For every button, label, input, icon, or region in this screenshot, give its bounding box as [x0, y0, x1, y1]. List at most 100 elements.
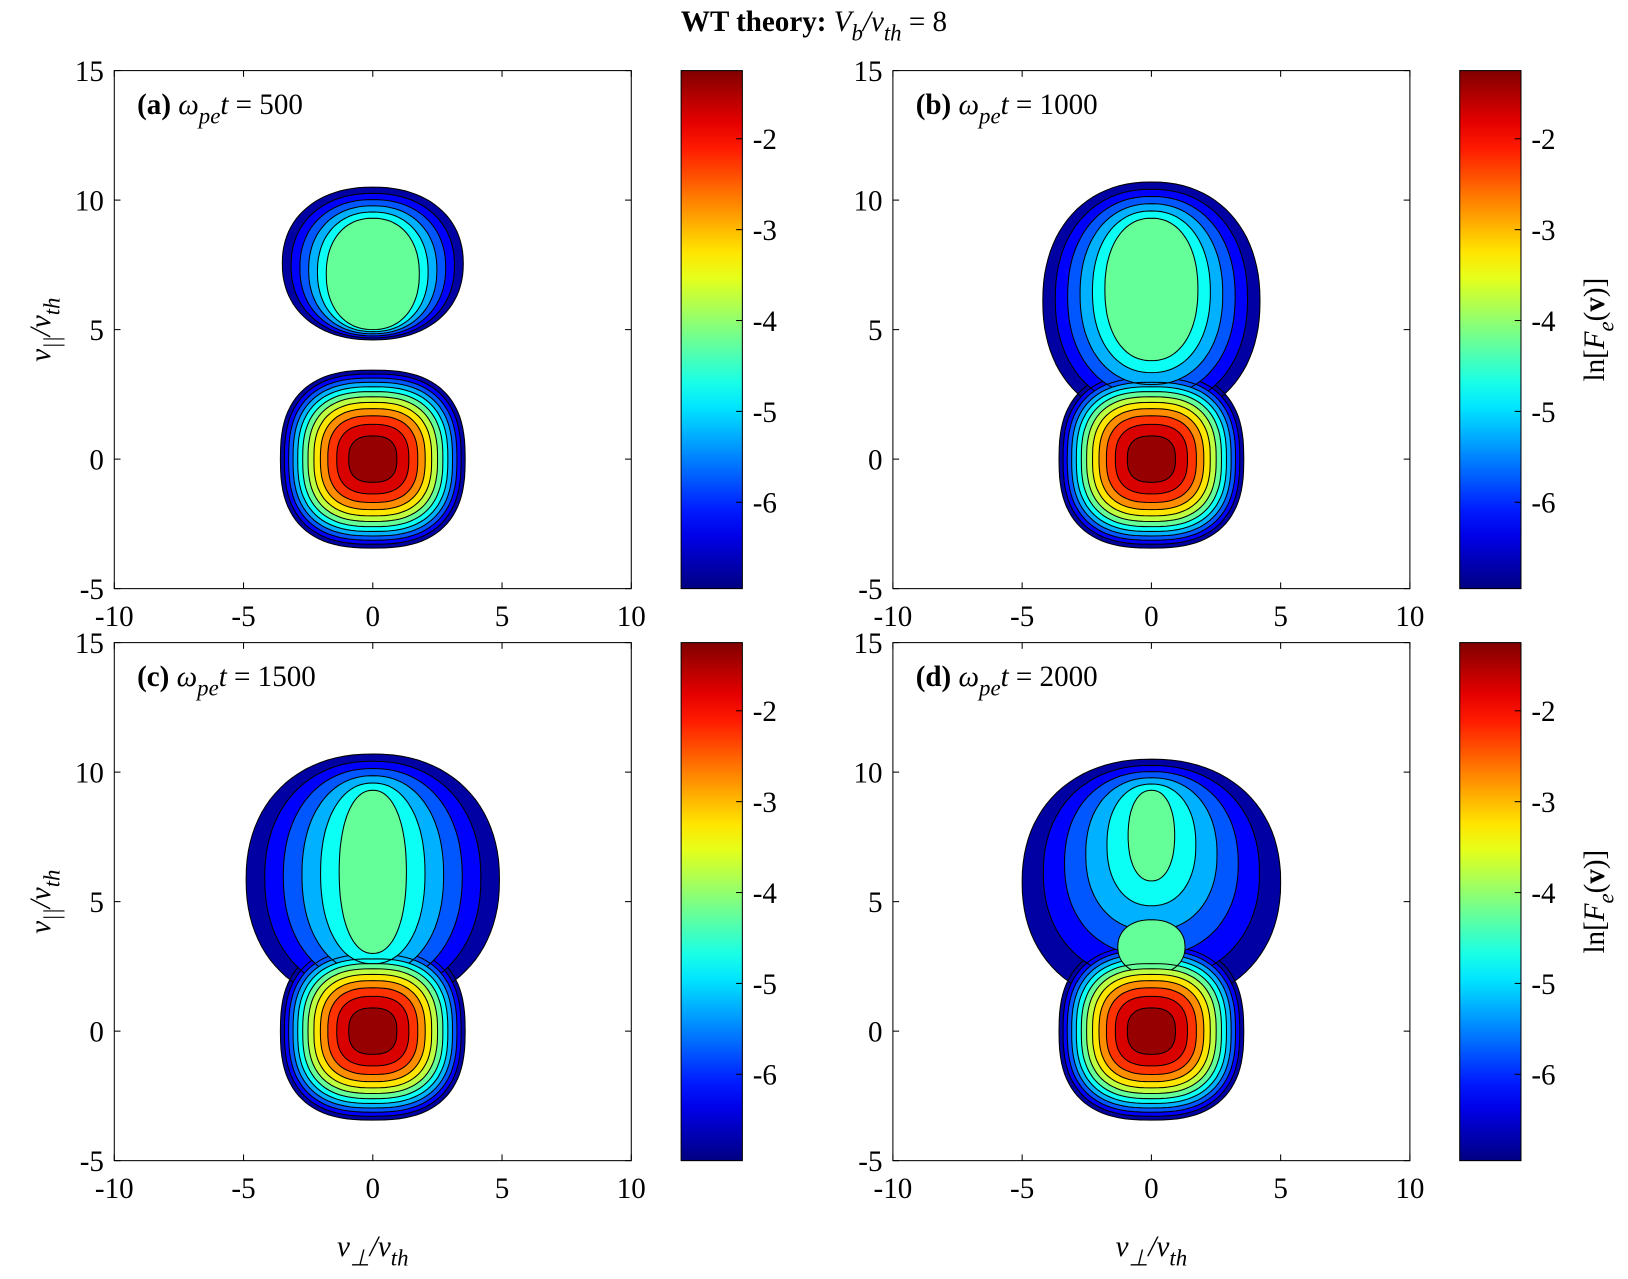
x-tick-label: -5	[231, 1173, 255, 1205]
colorbar-tick-label: -3	[753, 215, 777, 247]
panel-label: (c) ωpet = 1500	[137, 661, 316, 700]
x-tick-label: 5	[495, 1173, 510, 1205]
panel-label: (b) ωpet = 1000	[916, 89, 1098, 128]
y-axis-label: v||/vth	[25, 870, 64, 934]
colorbar	[680, 642, 743, 1162]
y-tick-label: -5	[80, 1146, 104, 1178]
text-segment: = 2000	[1009, 661, 1098, 693]
text-segment: )]	[1579, 278, 1611, 297]
contour-region	[348, 435, 398, 483]
colorbar-tick-label: -3	[1531, 787, 1555, 819]
x-tick-label: -5	[1010, 1173, 1034, 1205]
colorbar-tick-label: -5	[753, 397, 777, 429]
colorbar-tick-label: -6	[753, 488, 777, 520]
y-tick-label: 0	[868, 445, 883, 477]
text-segment: ||	[39, 336, 64, 349]
x-tick-label: -5	[1010, 601, 1034, 633]
y-tick-label: 0	[89, 1017, 104, 1049]
text-segment: v	[337, 1231, 350, 1263]
colorbar	[680, 70, 743, 590]
text-segment: /v	[861, 6, 884, 38]
colorbar-tick-label: -6	[1531, 488, 1555, 520]
x-tick-label: 0	[1144, 1173, 1159, 1205]
x-tick-label: 0	[366, 601, 381, 633]
text-segment: t	[1001, 661, 1010, 693]
text-segment: = 1000	[1009, 89, 1098, 121]
y-tick-label: 10	[853, 185, 882, 217]
text-segment: ln[	[1579, 349, 1611, 381]
text-segment: (	[1579, 312, 1611, 322]
colorbar-tick-label: -2	[1531, 696, 1555, 728]
colorbar-tick-label: -2	[753, 124, 777, 156]
colorbar-tick-label: -6	[1531, 1060, 1555, 1092]
x-tick-label: -10	[874, 601, 913, 633]
panel-label: (d) ωpet = 2000	[916, 661, 1098, 700]
colorbar-tick-label: -6	[753, 1060, 777, 1092]
panel-label: (a) ωpet = 500	[137, 89, 303, 128]
text-segment: (	[1579, 884, 1611, 894]
text-segment: pe	[977, 676, 1001, 701]
y-tick-label: 5	[868, 887, 883, 919]
colorbar-label: ln[Fe(v)]	[1579, 278, 1618, 382]
y-tick-label: 5	[868, 315, 883, 347]
y-tick-label: 15	[853, 628, 882, 660]
x-tick-label: -5	[231, 601, 255, 633]
colorbar-tick-label: -4	[753, 878, 778, 910]
contour-region	[1126, 435, 1177, 483]
text-segment: v	[1579, 869, 1611, 884]
x-axis-label: v⊥/vth	[1116, 1231, 1188, 1270]
y-tick-label: 15	[75, 628, 104, 660]
y-tick-label: 0	[868, 1017, 883, 1049]
x-tick-label: -10	[874, 1173, 913, 1205]
text-segment: (b)	[916, 89, 952, 121]
x-tick-label: 0	[1144, 601, 1159, 633]
y-axis-label: v||/vth	[25, 298, 64, 362]
text-segment: e	[1593, 321, 1618, 331]
text-segment: e	[1593, 893, 1618, 903]
colorbar-tick-label: -4	[753, 306, 778, 338]
text-segment: (a)	[137, 89, 171, 121]
text-segment: /v	[368, 1231, 391, 1263]
text-segment: th	[1169, 1246, 1187, 1271]
text-segment: th	[884, 20, 902, 45]
text-segment: ω	[171, 89, 199, 121]
text-segment: = 8	[902, 6, 947, 38]
y-tick-label: 10	[75, 758, 104, 790]
colorbar-tick-label: -2	[1531, 124, 1555, 156]
text-segment: ||	[39, 908, 64, 921]
text-segment: (c)	[137, 661, 169, 693]
text-segment: )]	[1579, 850, 1611, 869]
text-segment: b	[851, 20, 862, 45]
contour-region	[348, 1007, 398, 1055]
text-segment: pe	[197, 104, 221, 129]
text-segment: ⊥	[350, 1246, 370, 1271]
text-segment: F	[1579, 331, 1611, 350]
colorbar-tick-label: -4	[1531, 878, 1556, 910]
y-tick-label: -5	[858, 1146, 882, 1178]
text-segment: pe	[195, 676, 219, 701]
x-tick-label: 5	[1273, 1173, 1288, 1205]
colorbar-tick-label: -4	[1531, 306, 1556, 338]
colorbar	[1459, 70, 1522, 590]
y-tick-label: 5	[89, 315, 104, 347]
text-segment: ⊥	[1129, 1246, 1149, 1271]
x-tick-label: 10	[1395, 601, 1424, 633]
contour-region	[1126, 1007, 1177, 1055]
text-segment: t	[220, 89, 229, 121]
y-tick-label: 15	[853, 56, 882, 88]
colorbar	[1459, 642, 1522, 1162]
text-segment: th	[39, 298, 64, 316]
x-tick-label: 10	[617, 601, 646, 633]
y-tick-label: -5	[80, 574, 104, 606]
text-segment: F	[1579, 903, 1611, 922]
text-segment: (d)	[916, 661, 952, 693]
colorbar-label: ln[Fe(v)]	[1579, 850, 1618, 954]
x-axis-label: v⊥/vth	[337, 1231, 409, 1270]
text-segment: v	[25, 921, 57, 934]
colorbar-tick-label: -2	[753, 696, 777, 728]
y-tick-label: 5	[89, 887, 104, 919]
text-segment: t	[219, 661, 228, 693]
text-segment: /v	[25, 887, 57, 910]
y-tick-label: 15	[75, 56, 104, 88]
